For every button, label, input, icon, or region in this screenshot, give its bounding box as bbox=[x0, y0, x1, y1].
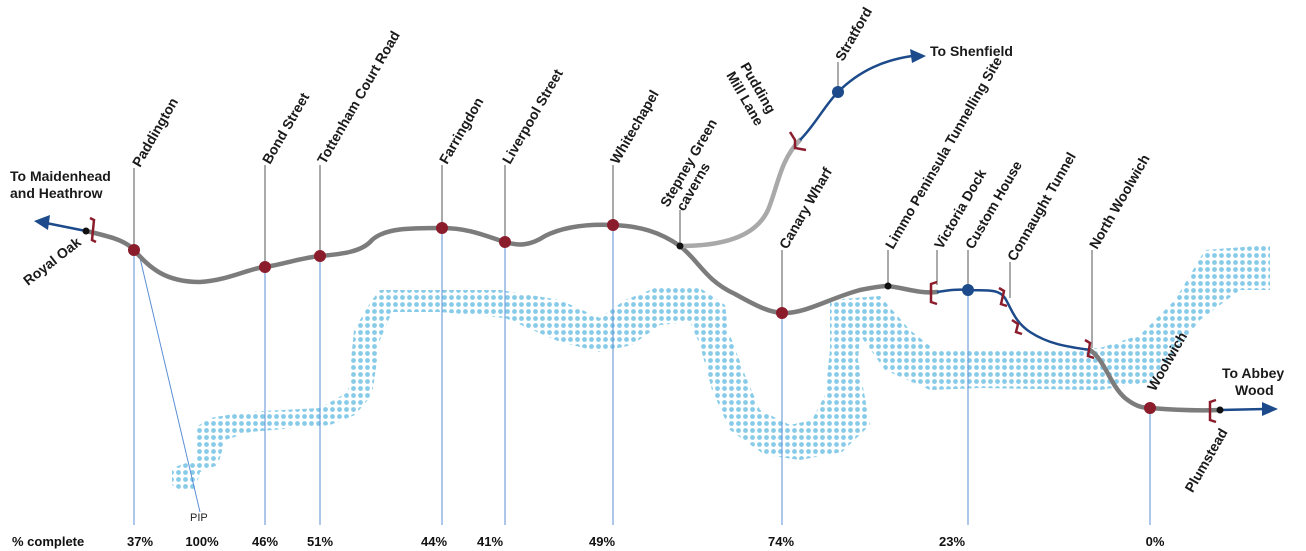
station-label-stratford: Stratford bbox=[832, 4, 875, 63]
south-east-branch-line bbox=[1087, 347, 1223, 413]
progress-guide-lines bbox=[133, 225, 1151, 525]
station-label-north-woolwich: North Woolwich bbox=[1086, 151, 1153, 251]
pct-pip: 100% bbox=[185, 534, 219, 549]
river-thames bbox=[172, 245, 1270, 490]
station-marker-paddington bbox=[128, 244, 140, 256]
station-label-canary-wharf: Canary Wharf bbox=[776, 164, 836, 251]
station-label-royal-oak: Royal Oak bbox=[20, 234, 84, 289]
station-marker-royal-oak bbox=[82, 227, 90, 235]
portal-north-woolwich bbox=[1084, 338, 1095, 360]
portal-victoria-dock bbox=[929, 280, 938, 306]
destination-abbey-wood-line1: To Abbey bbox=[1222, 365, 1284, 381]
station-marker-stepney-green bbox=[676, 242, 684, 250]
station-marker-liverpool-street bbox=[499, 236, 511, 248]
station-label-bond-street: Bond Street bbox=[259, 89, 313, 166]
tunnel-portals bbox=[89, 131, 1217, 424]
eastern-section-line bbox=[936, 288, 1091, 352]
pct-custom-house: 23% bbox=[939, 534, 965, 549]
shenfield-branch-line bbox=[799, 54, 913, 141]
station-label-plumstead: Plumstead bbox=[1181, 426, 1230, 495]
destination-abbey-wood-line2: Wood bbox=[1235, 382, 1274, 398]
station-marker-bond-street bbox=[259, 261, 271, 273]
station-label-farringdon: Farringdon bbox=[436, 95, 487, 167]
station-marker-woolwich bbox=[1144, 402, 1156, 414]
portal-pudding-mill-lane bbox=[788, 131, 807, 152]
portal-royal-oak bbox=[89, 216, 97, 244]
station-marker-stratford bbox=[832, 86, 844, 98]
station-label-paddington: Paddington bbox=[129, 95, 181, 170]
station-marker-whitechapel bbox=[607, 219, 619, 231]
pct-tottenham-court-road: 51% bbox=[307, 534, 333, 549]
destination-west-line1: To Maidenhead bbox=[10, 168, 111, 184]
west-arrow-icon bbox=[34, 215, 50, 230]
pct-liverpool-street: 41% bbox=[477, 534, 503, 549]
central-section-line bbox=[83, 222, 940, 316]
pip-label: PIP bbox=[190, 512, 208, 524]
station-marker-tottenham-court-road bbox=[314, 250, 326, 262]
pct-paddington: 37% bbox=[127, 534, 153, 549]
stratford-branch-line bbox=[677, 137, 803, 249]
portal-connaught-tunnel-west bbox=[1011, 318, 1023, 336]
pct-woolwich: 0% bbox=[1146, 534, 1165, 549]
portal-plumstead bbox=[1208, 398, 1217, 424]
station-marker-canary-wharf bbox=[776, 307, 788, 319]
station-label-tottenham-court-road: Tottenham Court Road bbox=[314, 28, 403, 166]
destination-west-line2: and Heathrow bbox=[10, 185, 103, 201]
station-label-liverpool-street: Liverpool Street bbox=[499, 66, 566, 167]
station-marker-plumstead bbox=[1216, 406, 1224, 414]
pct-canary-wharf: 74% bbox=[768, 534, 794, 549]
station-marker-farringdon bbox=[436, 222, 448, 234]
destination-shenfield: To Shenfield bbox=[930, 43, 1013, 59]
pct-farringdon: 44% bbox=[421, 534, 447, 549]
abbey-wood-arrow-icon bbox=[1262, 402, 1278, 416]
station-marker-custom-house bbox=[962, 284, 974, 296]
station-label-whitechapel: Whitechapel bbox=[607, 87, 662, 166]
shenfield-arrow-icon bbox=[910, 49, 926, 63]
percent-complete-header: % complete bbox=[12, 534, 84, 549]
station-markers bbox=[82, 86, 1224, 414]
portal-custom-house-east bbox=[998, 286, 1008, 308]
abbey-wood-branch-line bbox=[1219, 407, 1266, 412]
station-marker-limmo bbox=[884, 282, 892, 290]
west-branch-line bbox=[45, 221, 87, 233]
pct-whitechapel: 49% bbox=[589, 534, 615, 549]
pct-bond-street: 46% bbox=[252, 534, 278, 549]
